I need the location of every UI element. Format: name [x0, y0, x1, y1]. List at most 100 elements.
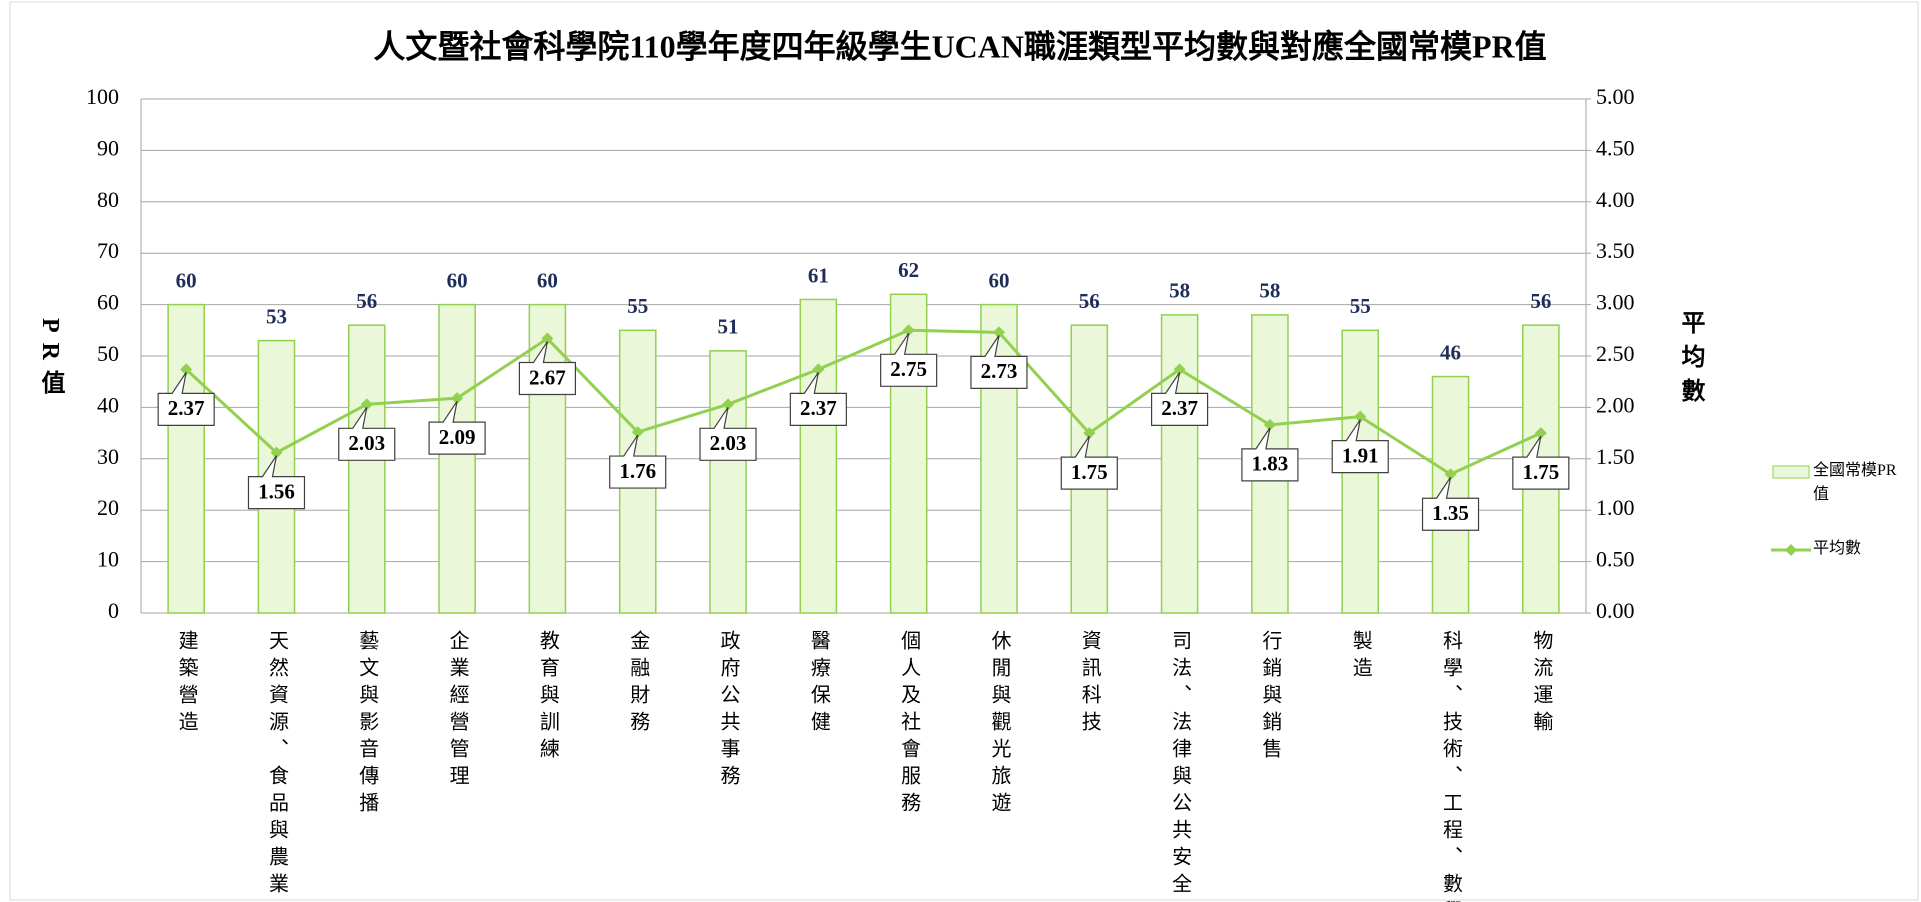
- bar: [347, 324, 386, 614]
- legend-label: 全國常模PR值: [1813, 462, 1897, 503]
- bar-value-label: 60: [537, 268, 558, 292]
- point: [1173, 363, 1186, 376]
- y-tick-label: 20: [97, 495, 119, 520]
- point: [1534, 427, 1547, 440]
- legend-symbol: [1771, 544, 1811, 556]
- bar-value-label: 56: [356, 289, 377, 313]
- point: [180, 363, 193, 376]
- point: [270, 446, 283, 459]
- y-tick-label: 100: [86, 84, 119, 109]
- point: [1263, 418, 1276, 431]
- point: [360, 398, 373, 411]
- bar-value-label: 60: [447, 268, 468, 292]
- bar-value-label: 55: [1350, 294, 1371, 318]
- callout: [247, 455, 306, 510]
- y-tick-label: 50: [97, 341, 119, 366]
- y2-tick-label: 5.00: [1596, 84, 1635, 109]
- chart-border: [9, 1, 1919, 901]
- y-tick-label: 40: [97, 392, 119, 417]
- callout: [1060, 435, 1118, 490]
- point: [812, 363, 825, 376]
- y-tick-label: 10: [97, 547, 119, 572]
- callout: [1331, 419, 1389, 474]
- callout: [338, 406, 396, 461]
- y2-axis-label: 平均數: [1677, 310, 1705, 412]
- point: [1444, 468, 1457, 481]
- y2-tick-label: 2.50: [1596, 341, 1635, 366]
- point: [992, 326, 1005, 339]
- bar: [438, 303, 476, 614]
- callout: [1512, 435, 1570, 490]
- y2-tick-label: 1.00: [1596, 495, 1635, 520]
- bar: [1431, 375, 1470, 614]
- x-tick-label: 個人及社會服務: [898, 630, 921, 819]
- line-value-label: 1.91: [1342, 443, 1379, 467]
- point: [451, 392, 464, 405]
- bar: [980, 303, 1018, 614]
- bar-value-label: 46: [1440, 340, 1461, 364]
- line-value-label: 2.03: [710, 431, 747, 455]
- x-tick-label: 製造: [1349, 630, 1372, 684]
- callout: [157, 372, 215, 426]
- y-tick-label: 0: [108, 598, 119, 623]
- line-value-label: 1.75: [1071, 460, 1108, 484]
- callout: [1421, 476, 1480, 531]
- callout: [1150, 372, 1209, 426]
- y-axis-label: PR值: [37, 318, 65, 404]
- x-tick-label: 科學、技術、工程、數學: [1440, 630, 1463, 902]
- x-tick-label: 物流運輸: [1530, 630, 1553, 738]
- bar-value-label: 60: [988, 268, 1009, 292]
- line-value-label: 1.75: [1522, 460, 1559, 484]
- point: [1083, 427, 1096, 440]
- bar-value-label: 61: [808, 263, 829, 287]
- line-value-label: 1.76: [619, 459, 656, 483]
- x-tick-label: 醫療保健: [807, 630, 830, 738]
- callout: [609, 434, 667, 489]
- line-value-label: 2.03: [348, 431, 385, 455]
- bar-value-label: 60: [176, 268, 197, 292]
- point: [1354, 410, 1367, 423]
- point: [902, 324, 915, 337]
- x-tick-label: 休閒與觀光旅遊: [988, 630, 1011, 819]
- bar-value-label: 62: [898, 258, 919, 282]
- line-value-label: 2.37: [168, 396, 205, 420]
- y2-tick-label: 2.00: [1596, 392, 1635, 417]
- callout: [1241, 427, 1299, 482]
- x-tick-label: 企業經營管理: [446, 630, 469, 792]
- bar: [167, 303, 205, 614]
- y-tick-label: 80: [97, 187, 119, 212]
- line: [185, 328, 1542, 476]
- y-tick-label: 30: [97, 444, 119, 469]
- x-tick-label: 天然資源、食品與農業: [265, 630, 288, 900]
- bar-value-label: 55: [627, 294, 648, 318]
- callout: [880, 332, 938, 387]
- line-value-label: 2.37: [1161, 396, 1198, 420]
- line-value-label: 2.09: [439, 425, 476, 449]
- bar-value-label: 58: [1169, 279, 1190, 303]
- point: [722, 398, 735, 411]
- line-value-label: 1.35: [1432, 501, 1469, 525]
- y-tick-label: 60: [97, 290, 119, 315]
- y2-tick-label: 1.50: [1596, 444, 1635, 469]
- line-value-label: 1.83: [1252, 452, 1289, 476]
- callout: [518, 341, 577, 396]
- callout: [428, 400, 486, 455]
- bar-value-label: 58: [1259, 279, 1280, 303]
- point: [631, 426, 644, 439]
- x-tick-label: 藝文與影音傳播: [356, 630, 379, 819]
- line-value-label: 2.37: [800, 396, 837, 420]
- y2-tick-label: 3.50: [1596, 238, 1635, 263]
- y-tick-label: 70: [97, 238, 119, 263]
- callout: [789, 372, 847, 426]
- point: [541, 332, 554, 345]
- y2-tick-label: 4.00: [1596, 187, 1635, 212]
- x-tick-label: 教育與訓練: [536, 630, 559, 765]
- bar: [528, 303, 567, 614]
- line-value-label: 2.73: [981, 359, 1018, 383]
- bar-value-label: 51: [718, 315, 739, 339]
- y2-tick-label: 0.50: [1596, 547, 1635, 572]
- x-tick-label: 行銷與銷售: [1259, 630, 1282, 765]
- x-tick-label: 金融財務: [627, 630, 650, 738]
